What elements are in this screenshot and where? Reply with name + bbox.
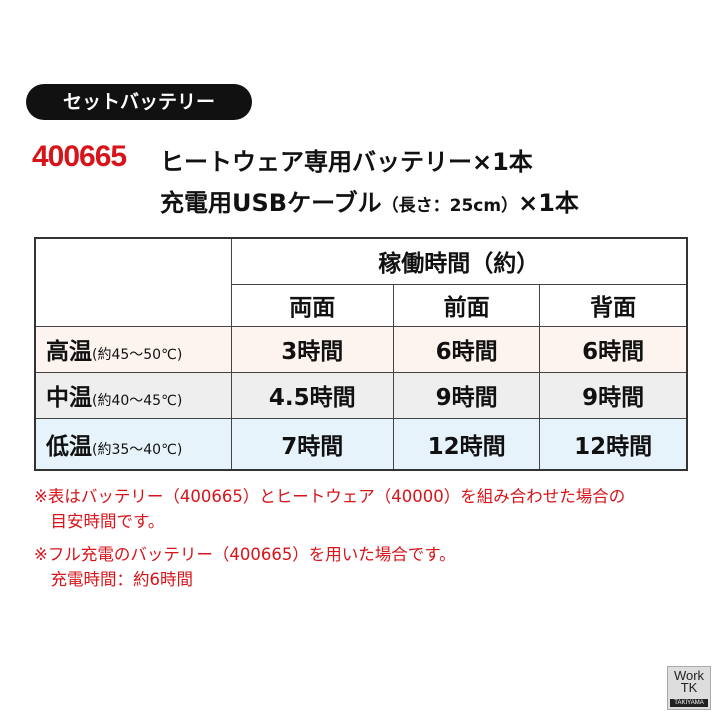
- table-header: 稼働時間（約）: [230, 237, 688, 285]
- column-header: 背面: [539, 283, 688, 327]
- row-label: 高温(約45～50℃): [34, 325, 232, 373]
- column-header: 両面: [230, 283, 394, 327]
- note-2-cont: 充電時間：約6時間: [34, 570, 194, 589]
- runtime-table: 稼働時間（約） 両面 前面 背面 高温(約45～50℃) 3時間 6時間 6時間 中温(…: [34, 237, 688, 471]
- cell: 9時間: [539, 371, 688, 419]
- cell: 3時間: [230, 325, 394, 373]
- product-line-1: ヒートウェア専用バッテリー×1本: [160, 148, 533, 176]
- product-line-2: 充電用USBケーブル（長さ：25cm）×1本: [160, 183, 579, 218]
- product-code: 400665: [32, 140, 127, 173]
- cell: 12時間: [392, 417, 541, 471]
- cell: 4.5時間: [230, 371, 394, 419]
- note-1: ※表はバッテリー（400665）とヒートウェア（40000）を組み合わせた場合の: [34, 487, 626, 506]
- empty-corner: [34, 237, 232, 327]
- cell: 6時間: [392, 325, 541, 373]
- table-row: 低温(約35～40℃) 7時間 12時間 12時間: [34, 417, 688, 471]
- cell: 7時間: [230, 417, 394, 471]
- worktk-logo: Work TK TAKIYAMA: [667, 666, 711, 710]
- cable-qty: ×1本: [518, 189, 579, 217]
- cell: 9時間: [392, 371, 541, 419]
- cell: 6時間: [539, 325, 688, 373]
- note-1-cont: 目安時間です。: [34, 512, 165, 531]
- column-header: 前面: [392, 283, 541, 327]
- row-label: 中温(約40～45℃): [34, 371, 232, 419]
- cable-text: 充電用USBケーブル: [160, 189, 382, 217]
- cable-length: （長さ：25cm）: [381, 196, 519, 216]
- row-label: 低温(約35～40℃): [34, 417, 232, 471]
- set-battery-badge: セットバッテリー: [26, 84, 252, 120]
- table-row: 中温(約40～45℃) 4.5時間 9時間 9時間: [34, 371, 688, 419]
- table-row: 高温(約45～50℃) 3時間 6時間 6時間: [34, 325, 688, 373]
- notes: ※表はバッテリー（400665）とヒートウェア（40000）を組み合わせた場合の…: [34, 484, 625, 600]
- cell: 12時間: [539, 417, 688, 471]
- note-2: ※フル充電のバッテリー（400665）を用いた場合です。: [34, 545, 456, 564]
